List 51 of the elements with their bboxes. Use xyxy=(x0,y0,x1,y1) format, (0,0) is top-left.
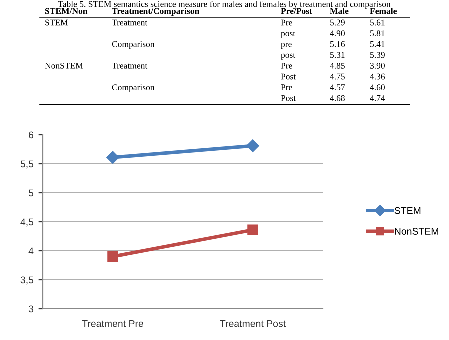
text: Table 5. STEM semantics science measure for males and females by treatment and comparison xyxy=(58,0,391,10)
category-label: Female xyxy=(370,8,397,14)
category-label: Treatment/Comparison xyxy=(112,8,200,16)
text: Pre xyxy=(281,63,292,69)
point xyxy=(106,151,120,164)
text: 4.36 xyxy=(370,74,386,80)
point xyxy=(246,140,260,152)
text: Pre xyxy=(281,84,292,90)
legend-label: STEM xyxy=(394,207,421,214)
y-tick-label: 5,5 xyxy=(20,160,34,169)
text: Post xyxy=(281,74,296,80)
category-label: STEM/Non xyxy=(45,8,88,14)
text: NonSTEM xyxy=(45,63,84,69)
y-tick-label: 4 xyxy=(28,248,34,255)
legend-label: NonSTEM xyxy=(395,228,438,235)
y-tick-label: 4,5 xyxy=(20,218,34,227)
text: 5.61 xyxy=(370,20,385,26)
text: 4.68 xyxy=(330,95,345,102)
text: Comparison xyxy=(112,41,155,50)
text: pre xyxy=(281,43,292,50)
text: post xyxy=(281,31,296,38)
point xyxy=(108,251,118,262)
text: 5.16 xyxy=(330,41,346,48)
text: STEM xyxy=(46,20,68,26)
text: post xyxy=(281,53,296,60)
text: 5.31 xyxy=(330,52,345,58)
y-tick-label: 3 xyxy=(28,306,34,313)
text: 3.90 xyxy=(370,62,385,69)
text: 5.29 xyxy=(330,20,345,26)
text: 4.60 xyxy=(370,84,385,91)
text: Comparison xyxy=(112,84,155,92)
y-tick-label: 6 xyxy=(29,132,34,139)
text: 5.39 xyxy=(370,52,385,58)
text: 4.90 xyxy=(330,30,345,37)
text: 4.75 xyxy=(330,74,345,80)
y-tick-label: 5 xyxy=(28,190,34,197)
text: 4.85 xyxy=(330,62,345,69)
point xyxy=(248,224,258,236)
text: 4.74 xyxy=(370,95,386,102)
text: 4.57 xyxy=(330,84,346,91)
category-label: Male xyxy=(330,8,349,14)
category-label: Pre/Post xyxy=(281,8,312,14)
y-tick-label: 3,5 xyxy=(20,276,34,285)
x-tick-label: Treatment Post xyxy=(220,320,286,328)
text: Post xyxy=(281,95,296,102)
text: 5.41 xyxy=(370,41,385,48)
text: Treatment xyxy=(112,63,148,69)
text: Pre xyxy=(281,20,292,26)
x-tick-label: Treatment Pre xyxy=(82,320,144,328)
text: 5.81 xyxy=(370,30,385,37)
text: Treatment xyxy=(112,20,148,26)
